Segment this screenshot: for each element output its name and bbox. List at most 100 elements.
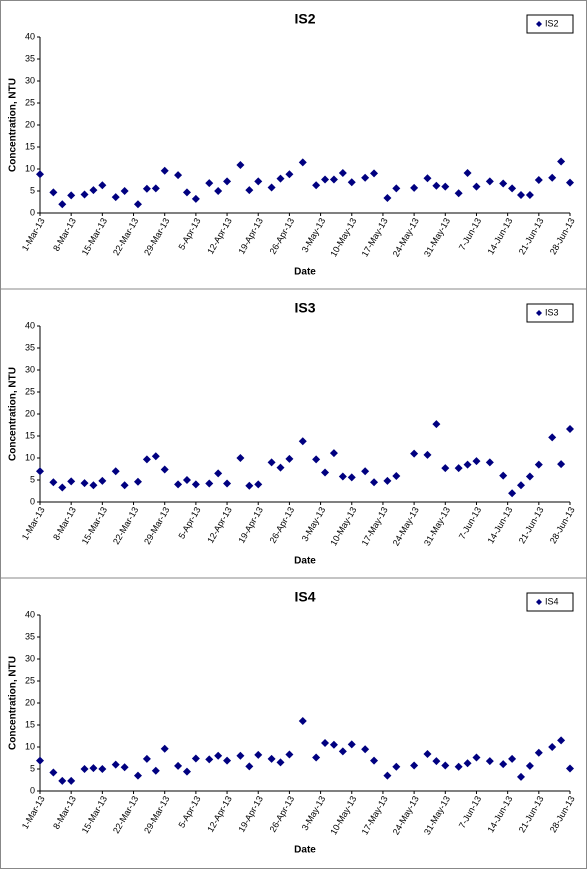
data-point — [205, 179, 214, 188]
data-point — [80, 190, 89, 199]
y-tick-label: 10 — [25, 163, 35, 173]
data-point — [133, 200, 142, 209]
data-point — [111, 193, 120, 202]
data-point — [517, 772, 526, 781]
data-point — [133, 477, 142, 486]
data-point — [423, 750, 432, 759]
data-point — [383, 194, 392, 203]
y-tick-label: 40 — [25, 320, 35, 330]
data-point — [329, 740, 338, 749]
data-point — [111, 467, 120, 476]
data-point — [312, 753, 321, 762]
data-point — [517, 190, 526, 199]
y-tick-label: 5 — [30, 474, 35, 484]
data-point — [58, 483, 67, 492]
data-point — [410, 761, 419, 770]
y-tick-label: 40 — [25, 609, 35, 619]
data-point — [285, 454, 294, 463]
data-point — [298, 717, 307, 726]
data-point — [223, 177, 232, 186]
data-point — [534, 176, 543, 184]
y-tick-label: 5 — [30, 763, 35, 773]
data-point — [441, 182, 450, 191]
data-point — [214, 469, 223, 478]
y-tick-label: 25 — [25, 97, 35, 107]
data-point — [267, 458, 276, 467]
data-point — [142, 455, 151, 464]
y-tick-label: 20 — [25, 697, 35, 707]
data-point — [370, 756, 379, 765]
data-point — [557, 157, 566, 166]
y-tick-label: 30 — [25, 75, 35, 85]
data-point — [111, 760, 120, 769]
data-point — [214, 187, 223, 195]
legend-marker — [536, 599, 542, 605]
legend-label: IS3 — [545, 307, 559, 317]
y-tick-label: 30 — [25, 364, 35, 374]
data-point — [534, 748, 543, 757]
y-tick-label: 15 — [25, 430, 35, 440]
data-point — [298, 437, 307, 446]
data-point — [321, 739, 330, 748]
data-point — [174, 480, 183, 489]
data-point — [338, 747, 347, 756]
data-point — [276, 758, 285, 767]
data-point — [312, 181, 321, 190]
data-point — [525, 472, 534, 481]
data-point — [566, 178, 574, 187]
data-point — [329, 175, 338, 184]
data-point — [160, 744, 169, 753]
data-point — [347, 178, 356, 187]
data-point — [499, 760, 508, 769]
data-point — [151, 452, 160, 461]
x-axis-label: Date — [294, 556, 316, 567]
data-point — [191, 480, 200, 489]
data-point — [89, 186, 98, 195]
data-point — [441, 761, 450, 770]
data-point — [370, 478, 379, 487]
data-point — [392, 184, 401, 193]
data-point — [508, 184, 517, 193]
data-point — [49, 478, 58, 487]
data-point — [205, 755, 214, 764]
y-tick-label: 5 — [30, 185, 35, 195]
data-point — [245, 186, 254, 195]
y-tick-label: 20 — [25, 119, 35, 129]
data-point — [432, 757, 441, 766]
x-axis-label: Date — [294, 845, 316, 856]
data-point — [361, 467, 370, 476]
data-point — [517, 481, 526, 490]
data-point — [182, 767, 191, 776]
data-point — [329, 449, 338, 458]
data-point — [285, 750, 294, 759]
data-point — [236, 454, 245, 462]
data-point — [454, 762, 463, 771]
data-point — [472, 182, 481, 191]
data-point — [98, 765, 107, 773]
data-point — [80, 479, 89, 488]
data-point — [58, 776, 67, 785]
data-point — [67, 191, 76, 200]
data-point — [298, 158, 307, 167]
data-point — [285, 170, 294, 179]
data-point — [566, 424, 574, 433]
data-point — [463, 460, 472, 469]
data-point — [508, 489, 517, 498]
chart-title: IS3 — [294, 300, 315, 316]
data-point — [205, 479, 214, 488]
data-point — [347, 473, 356, 482]
data-point — [223, 756, 232, 765]
data-point — [120, 187, 129, 195]
data-point — [557, 460, 566, 469]
data-point — [557, 736, 566, 745]
data-point — [463, 759, 472, 768]
data-point — [267, 183, 276, 192]
data-point — [312, 455, 321, 464]
data-point — [182, 476, 191, 484]
data-point — [454, 464, 463, 473]
y-tick-label: 0 — [30, 785, 35, 795]
data-point — [383, 476, 392, 485]
data-point — [67, 776, 76, 785]
data-point — [432, 181, 441, 190]
